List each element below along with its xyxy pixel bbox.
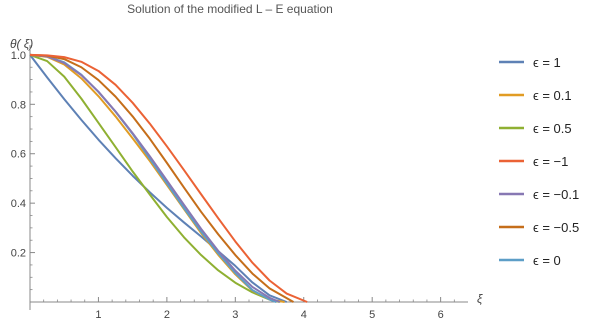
x-axis-label: ξ: [477, 292, 483, 306]
x-tick-label: 3: [232, 309, 238, 321]
legend-item: ϵ = 0.1: [499, 88, 572, 103]
series-line: [29, 53, 294, 303]
legend: ϵ = 1 ϵ = 0.1 ϵ = 0.5 ϵ = −1 ϵ = −0.1 ϵ = −0.…: [499, 55, 579, 268]
y-tick-label: 1.0: [11, 50, 26, 62]
y-tick-label: 0.8: [11, 99, 26, 111]
series-line: [29, 53, 308, 303]
legend-label: ϵ = −0.1: [533, 187, 579, 202]
x-tick-label: 6: [438, 309, 444, 321]
series-line: [29, 53, 277, 303]
series-line: [29, 53, 281, 303]
legend-label: ϵ = 0: [533, 253, 561, 268]
x-tick-label: 1: [95, 309, 101, 321]
y-tick-label: 0.2: [11, 248, 26, 260]
x-tick-label: 5: [369, 309, 375, 321]
series-layer: [29, 53, 308, 303]
legend-label: ϵ = 0.5: [533, 121, 572, 136]
legend-item: ϵ = 0.5: [499, 121, 572, 136]
legend-label: ϵ = −1: [533, 154, 568, 169]
legend-item: ϵ = −1: [499, 154, 568, 169]
x-tick-label: 4: [301, 309, 307, 321]
y-tick-label: 0.6: [11, 149, 26, 161]
axes: 1 2 3 4 5 6 0.2 0.4 0.6 0.8 1.0: [11, 45, 468, 321]
series-line: [29, 53, 285, 303]
legend-item: ϵ = −0.1: [499, 187, 579, 202]
legend-item: ϵ = 1: [499, 55, 561, 70]
legend-label: ϵ = 0.1: [533, 88, 572, 103]
y-axis-label: θ( ξ): [10, 37, 33, 51]
chart-title: Solution of the modified L – E equation: [127, 2, 333, 16]
series-line: [29, 54, 288, 303]
series-line: [29, 53, 281, 303]
y-tick-label: 0.4: [11, 198, 26, 210]
x-tick-label: 2: [164, 309, 170, 321]
legend-item: ϵ = −0.5: [499, 220, 579, 235]
legend-label: ϵ = 1: [533, 55, 561, 70]
legend-item: ϵ = 0: [499, 253, 561, 268]
legend-label: ϵ = −0.5: [533, 220, 579, 235]
